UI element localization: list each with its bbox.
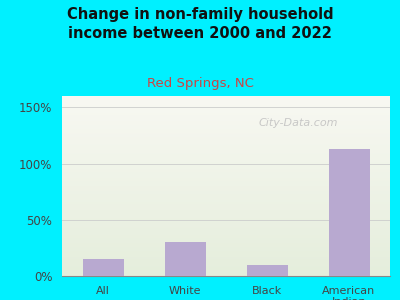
Bar (82, 259, 124, 276)
Bar (164, 242, 206, 276)
Bar (328, 149, 370, 276)
Text: Change in non-family household
income between 2000 and 2022: Change in non-family household income be… (67, 8, 333, 41)
Text: City-Data.com: City-Data.com (259, 118, 338, 128)
Text: Red Springs, NC: Red Springs, NC (146, 76, 254, 89)
Bar (246, 265, 288, 276)
